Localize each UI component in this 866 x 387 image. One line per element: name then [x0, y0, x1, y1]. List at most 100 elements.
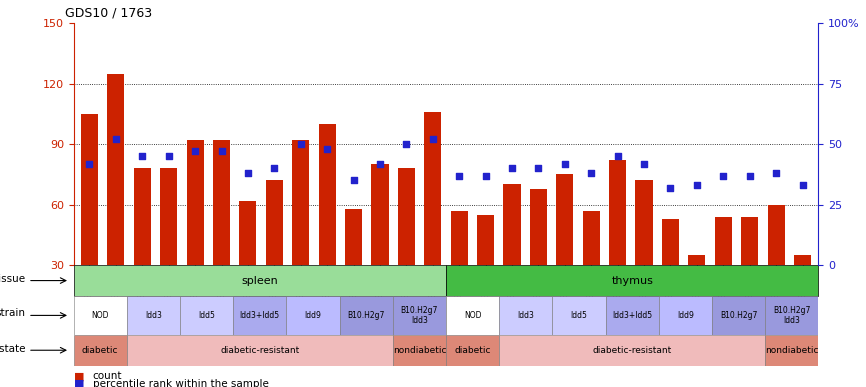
- Bar: [688, 255, 706, 265]
- Bar: [126, 335, 393, 366]
- Bar: [712, 296, 766, 335]
- Bar: [345, 209, 362, 265]
- Text: Idd3+Idd5: Idd3+Idd5: [612, 311, 652, 320]
- Bar: [477, 215, 494, 265]
- Text: spleen: spleen: [242, 276, 278, 286]
- Text: ■: ■: [74, 371, 84, 381]
- Point: [796, 182, 810, 188]
- Text: B10.H2g7: B10.H2g7: [347, 311, 385, 320]
- Point: [611, 153, 624, 159]
- Bar: [499, 335, 766, 366]
- Bar: [74, 335, 126, 366]
- Bar: [372, 164, 389, 265]
- Point: [241, 170, 255, 176]
- Bar: [450, 211, 468, 265]
- Point: [188, 148, 202, 154]
- Text: Idd3: Idd3: [145, 311, 162, 320]
- Text: nondiabetic: nondiabetic: [765, 346, 818, 355]
- Bar: [266, 180, 283, 265]
- Point: [373, 160, 387, 166]
- Bar: [126, 296, 180, 335]
- Text: Idd3+Idd5: Idd3+Idd5: [240, 311, 280, 320]
- Text: Idd5: Idd5: [198, 311, 215, 320]
- Bar: [553, 296, 605, 335]
- Text: B10.H2g7
Idd3: B10.H2g7 Idd3: [401, 306, 438, 325]
- Text: Idd5: Idd5: [571, 311, 587, 320]
- Point: [135, 153, 149, 159]
- Text: NOD: NOD: [92, 311, 109, 320]
- Bar: [160, 168, 178, 265]
- Bar: [186, 140, 204, 265]
- Point: [532, 165, 546, 171]
- Point: [426, 136, 440, 142]
- Point: [109, 136, 123, 142]
- Text: Idd3: Idd3: [517, 311, 534, 320]
- Bar: [424, 112, 442, 265]
- Bar: [583, 211, 600, 265]
- Text: tissue: tissue: [0, 274, 26, 284]
- Bar: [446, 335, 499, 366]
- Point: [82, 160, 96, 166]
- Point: [346, 177, 360, 183]
- Text: nondiabetic: nondiabetic: [392, 346, 446, 355]
- Text: thymus: thymus: [611, 276, 653, 286]
- Bar: [766, 335, 818, 366]
- Point: [637, 160, 651, 166]
- Point: [479, 173, 493, 179]
- Bar: [287, 296, 339, 335]
- Bar: [636, 180, 653, 265]
- Point: [716, 173, 730, 179]
- Point: [215, 148, 229, 154]
- Point: [663, 185, 677, 191]
- Text: diabetic-resistant: diabetic-resistant: [592, 346, 672, 355]
- Bar: [180, 296, 233, 335]
- Text: diabetic: diabetic: [82, 346, 119, 355]
- Text: B10.H2g7: B10.H2g7: [720, 311, 757, 320]
- Bar: [794, 255, 811, 265]
- Text: Idd9: Idd9: [677, 311, 694, 320]
- Point: [452, 173, 466, 179]
- Text: Idd9: Idd9: [305, 311, 321, 320]
- Bar: [662, 219, 679, 265]
- Bar: [741, 217, 759, 265]
- Text: GDS10 / 1763: GDS10 / 1763: [65, 6, 152, 19]
- Bar: [767, 205, 785, 265]
- Point: [585, 170, 598, 176]
- Text: ■: ■: [74, 379, 84, 387]
- Point: [743, 173, 757, 179]
- Point: [268, 165, 281, 171]
- Point: [294, 141, 307, 147]
- Point: [690, 182, 704, 188]
- Point: [558, 160, 572, 166]
- Bar: [239, 200, 256, 265]
- Bar: [503, 185, 520, 265]
- Point: [320, 146, 334, 152]
- Point: [162, 153, 176, 159]
- Text: diabetic: diabetic: [455, 346, 491, 355]
- Text: B10.H2g7
Idd3: B10.H2g7 Idd3: [773, 306, 811, 325]
- Text: strain: strain: [0, 308, 26, 319]
- Bar: [397, 168, 415, 265]
- Bar: [292, 140, 309, 265]
- Text: NOD: NOD: [464, 311, 481, 320]
- Bar: [714, 217, 732, 265]
- Bar: [319, 124, 336, 265]
- Point: [505, 165, 519, 171]
- Point: [399, 141, 413, 147]
- Bar: [233, 296, 287, 335]
- Text: percentile rank within the sample: percentile rank within the sample: [93, 379, 268, 387]
- Bar: [393, 296, 446, 335]
- Bar: [393, 335, 446, 366]
- Bar: [213, 140, 230, 265]
- Bar: [609, 160, 626, 265]
- Bar: [81, 114, 98, 265]
- Bar: [107, 74, 125, 265]
- Bar: [556, 175, 573, 265]
- Bar: [133, 168, 151, 265]
- Text: disease state: disease state: [0, 344, 26, 354]
- Bar: [446, 296, 499, 335]
- Bar: [74, 265, 446, 296]
- Bar: [530, 188, 547, 265]
- Bar: [766, 296, 818, 335]
- Bar: [74, 296, 126, 335]
